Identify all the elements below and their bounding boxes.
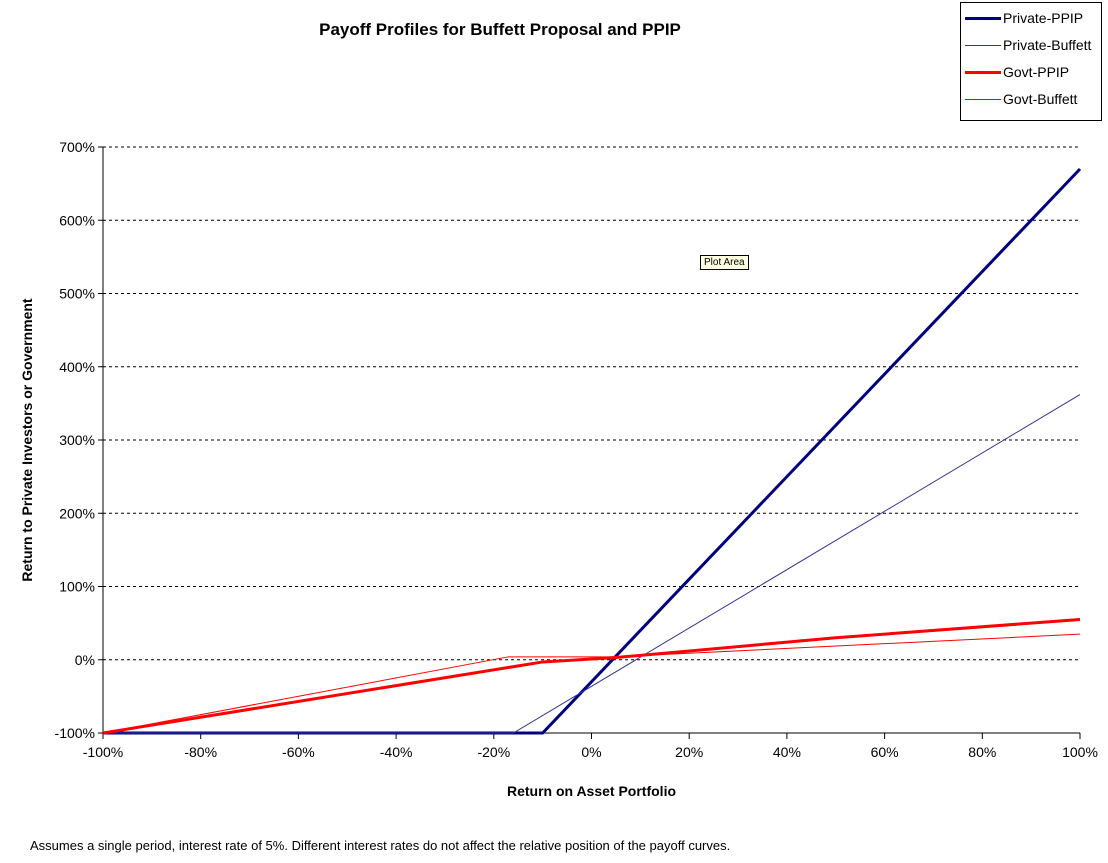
x-tick-label: 20% bbox=[675, 744, 703, 760]
y-tick-label: 100% bbox=[59, 579, 95, 595]
x-tick-label: 80% bbox=[968, 744, 996, 760]
legend-item[interactable]: Private-PPIP bbox=[965, 8, 1083, 28]
x-tick-label: 100% bbox=[1062, 744, 1098, 760]
x-axis-label: Return on Asset Portfolio bbox=[507, 783, 676, 799]
x-tick-label: -80% bbox=[184, 744, 217, 760]
x-tick-label: -40% bbox=[380, 744, 413, 760]
x-tick-label: 0% bbox=[581, 744, 601, 760]
chart-title: Payoff Profiles for Buffett Proposal and… bbox=[319, 20, 681, 39]
y-tick-label: 700% bbox=[59, 139, 95, 155]
legend-item[interactable]: Govt-PPIP bbox=[965, 62, 1069, 82]
legend-label: Govt-Buffett bbox=[1003, 91, 1078, 107]
x-tick-label: 60% bbox=[871, 744, 899, 760]
y-tick-label: -100% bbox=[55, 725, 95, 741]
series-line-govt-buffett bbox=[102, 633, 1081, 734]
series-line-govt-ppip bbox=[102, 617, 1081, 735]
legend-item[interactable]: Private-Buffett bbox=[965, 35, 1091, 55]
x-tick-label: -20% bbox=[477, 744, 510, 760]
series-line-private-ppip bbox=[103, 167, 1082, 735]
legend-label: Govt-PPIP bbox=[1003, 64, 1070, 80]
y-tick-label: 300% bbox=[59, 432, 95, 448]
legend-swatch bbox=[965, 98, 1001, 100]
footnote: Assumes a single period, interest rate o… bbox=[30, 838, 731, 853]
y-tick-label: 400% bbox=[59, 359, 95, 375]
y-tick-label: 0% bbox=[75, 652, 95, 668]
legend-item[interactable]: Govt-Buffett bbox=[965, 89, 1077, 109]
legend-label: Private-Buffett bbox=[1003, 37, 1092, 53]
series-line-private-buffett bbox=[103, 394, 1081, 734]
legend-swatch bbox=[965, 44, 1001, 46]
plot-area-tooltip: Plot Area bbox=[700, 255, 749, 270]
y-axis-label: Return to Private Investors or Governmen… bbox=[19, 298, 35, 582]
legend-label: Private-PPIP bbox=[1003, 10, 1084, 26]
legend-swatch bbox=[965, 70, 1001, 74]
y-tick-label: 500% bbox=[59, 286, 95, 302]
legend[interactable]: Private-PPIP Private-Buffett Govt-PPIP Govt… bbox=[960, 2, 1102, 121]
x-tick-label: -60% bbox=[282, 744, 315, 760]
x-tick-label: -100% bbox=[83, 744, 123, 760]
legend-swatch bbox=[965, 16, 1001, 20]
y-tick-label: 200% bbox=[59, 505, 95, 521]
y-tick-label: 600% bbox=[59, 212, 95, 228]
x-tick-label: 40% bbox=[773, 744, 801, 760]
